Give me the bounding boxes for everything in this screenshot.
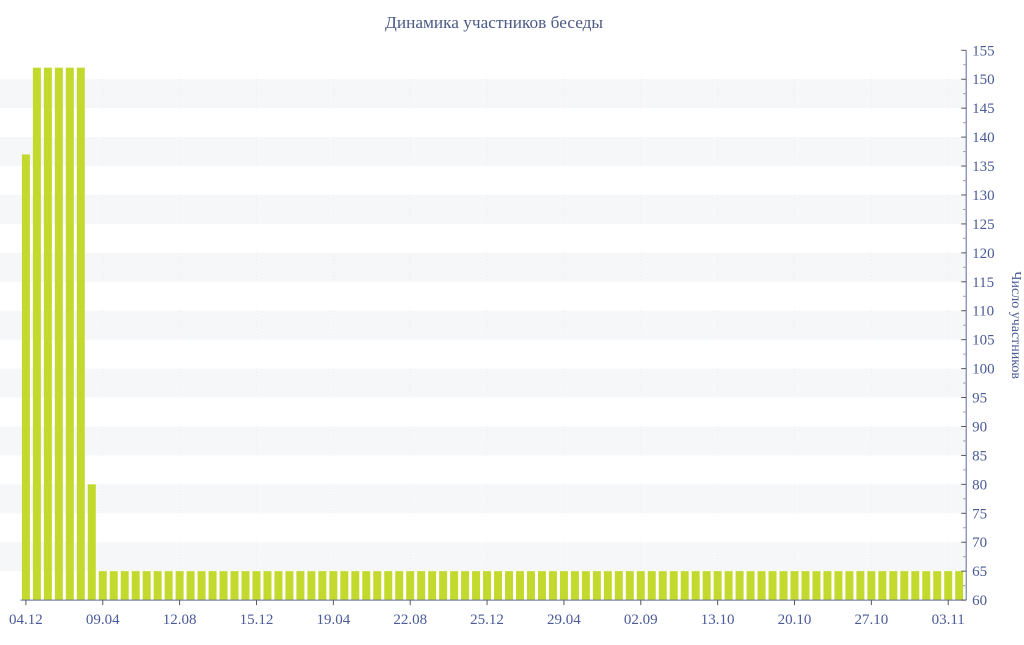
svg-text:100: 100 [972, 362, 995, 378]
svg-text:65: 65 [972, 564, 987, 580]
svg-text:02.09: 02.09 [624, 612, 658, 628]
svg-text:120: 120 [972, 246, 995, 262]
svg-text:130: 130 [972, 188, 995, 204]
svg-text:20.10: 20.10 [778, 612, 812, 628]
svg-text:12.08: 12.08 [163, 612, 197, 628]
svg-text:13.10: 13.10 [701, 612, 735, 628]
svg-text:105: 105 [972, 333, 995, 349]
svg-text:85: 85 [972, 448, 987, 464]
svg-text:110: 110 [972, 304, 994, 320]
svg-text:90: 90 [972, 419, 987, 435]
svg-text:70: 70 [972, 535, 987, 551]
svg-text:115: 115 [972, 275, 994, 291]
svg-text:Число участников: Число участников [1008, 271, 1023, 379]
svg-text:04.12: 04.12 [9, 612, 43, 628]
svg-text:150: 150 [972, 72, 995, 88]
svg-text:03.11: 03.11 [932, 612, 965, 628]
svg-text:19.04: 19.04 [316, 612, 350, 628]
svg-text:Динамика участников беседы: Динамика участников беседы [385, 13, 603, 32]
svg-text:15.12: 15.12 [240, 612, 274, 628]
svg-text:140: 140 [972, 130, 995, 146]
svg-text:75: 75 [972, 506, 987, 522]
svg-text:145: 145 [972, 101, 995, 117]
svg-text:155: 155 [972, 43, 995, 59]
svg-text:25.12: 25.12 [470, 612, 504, 628]
svg-text:27.10: 27.10 [854, 612, 888, 628]
svg-text:135: 135 [972, 159, 995, 175]
svg-text:22.08: 22.08 [393, 612, 427, 628]
svg-text:29.04: 29.04 [547, 612, 581, 628]
svg-text:09.04: 09.04 [86, 612, 120, 628]
svg-text:60: 60 [972, 593, 987, 609]
svg-text:80: 80 [972, 477, 987, 493]
svg-text:125: 125 [972, 217, 995, 233]
svg-text:95: 95 [972, 391, 987, 407]
